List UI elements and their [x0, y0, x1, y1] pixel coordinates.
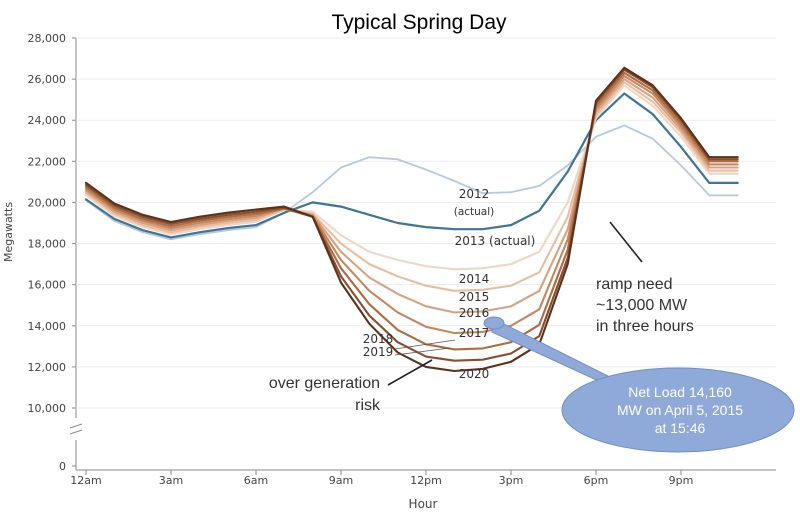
x-tick-label: 12pm: [410, 474, 442, 487]
series-line-2015: [84, 81, 739, 292]
y-tick-label: 20,000: [28, 196, 67, 209]
callout-text-line3: at 15:46: [655, 420, 706, 436]
label-2012-actual: (actual): [454, 206, 495, 218]
overgen-annotation: over generation risk: [269, 359, 433, 414]
x-tick-label: 3am: [159, 474, 183, 487]
label-2019: 2019: [363, 345, 394, 359]
label-2018: 2018: [363, 332, 394, 346]
y-tick-label: 22,000: [28, 155, 67, 168]
y-tick-label: 28,000: [28, 32, 67, 45]
label-2014: 2014: [459, 272, 490, 286]
overgen-text-line2: risk: [355, 397, 381, 414]
x-tick-label: 3pm: [499, 474, 524, 487]
y-axis-label: Megawatts: [2, 202, 15, 262]
series-lines: [84, 66, 739, 373]
overgen-pointer-line: [387, 359, 433, 386]
y-tick-label: 24,000: [28, 114, 67, 127]
x-tick-label: 12am: [70, 474, 101, 487]
ramp-text-line3: in three hours: [596, 318, 694, 335]
ramp-text-line1: ramp need: [596, 276, 673, 293]
x-tick-label: 9am: [329, 474, 353, 487]
leader-2019: [394, 347, 451, 356]
x-axis-label: Hour: [409, 497, 438, 511]
x-tick-label: 6am: [244, 474, 268, 487]
series-line-2014: [84, 84, 739, 271]
ramp-pointer-line: [609, 221, 643, 263]
net-load-callout: Net Load 14,160 MW on April 5, 2015 at 1…: [483, 316, 795, 453]
series-line-2020: [84, 66, 739, 373]
callout-text-line2: MW on April 5, 2015: [617, 402, 743, 418]
callout-text-line1: Net Load 14,160: [628, 384, 732, 400]
label-2013-actual: 2013 (actual): [455, 234, 536, 248]
y-tick-label: 10,000: [28, 402, 67, 415]
leader-2018: [394, 339, 456, 350]
label-2012: 2012: [459, 187, 490, 201]
series-labels: 2012 (actual) 2013 (actual) 2014 2015 20…: [363, 187, 536, 381]
y-axis: 0: [59, 38, 83, 473]
chart-title: Typical Spring Day: [331, 11, 507, 34]
axis-break-mark: [69, 423, 83, 435]
x-tick-label: 9pm: [669, 474, 694, 487]
y-tick-label: 14,000: [28, 320, 67, 333]
series-line-2013-actual: [84, 92, 739, 239]
y-tick-label: 26,000: [28, 73, 67, 86]
x-ticks: 12am 3am 6am 9am 12pm 3pm 6pm 9pm: [70, 470, 693, 487]
y-tick-label-zero: 0: [59, 460, 66, 473]
callout-bubble: [561, 367, 795, 453]
y-tick-label: 16,000: [28, 279, 67, 292]
series-line-2017: [84, 74, 739, 335]
ramp-annotation: ramp need ~13,000 MW in three hours: [596, 221, 694, 335]
callout-marker: [483, 316, 505, 330]
series-line-2019: [84, 68, 739, 362]
label-2020: 2020: [459, 367, 490, 381]
series-line-2016: [84, 78, 739, 314]
x-tick-label: 6pm: [584, 474, 609, 487]
ramp-text-line2: ~13,000 MW: [596, 297, 688, 314]
series-line-2012-actual: [85, 124, 739, 241]
y-tick-label: 12,000: [28, 361, 67, 374]
label-2017: 2017: [459, 326, 490, 340]
series-line-2018: [84, 71, 739, 351]
label-2015: 2015: [459, 290, 490, 304]
overgen-text-line1: over generation: [269, 375, 380, 392]
label-2016: 2016: [459, 306, 490, 320]
y-tick-label: 18,000: [28, 238, 67, 251]
